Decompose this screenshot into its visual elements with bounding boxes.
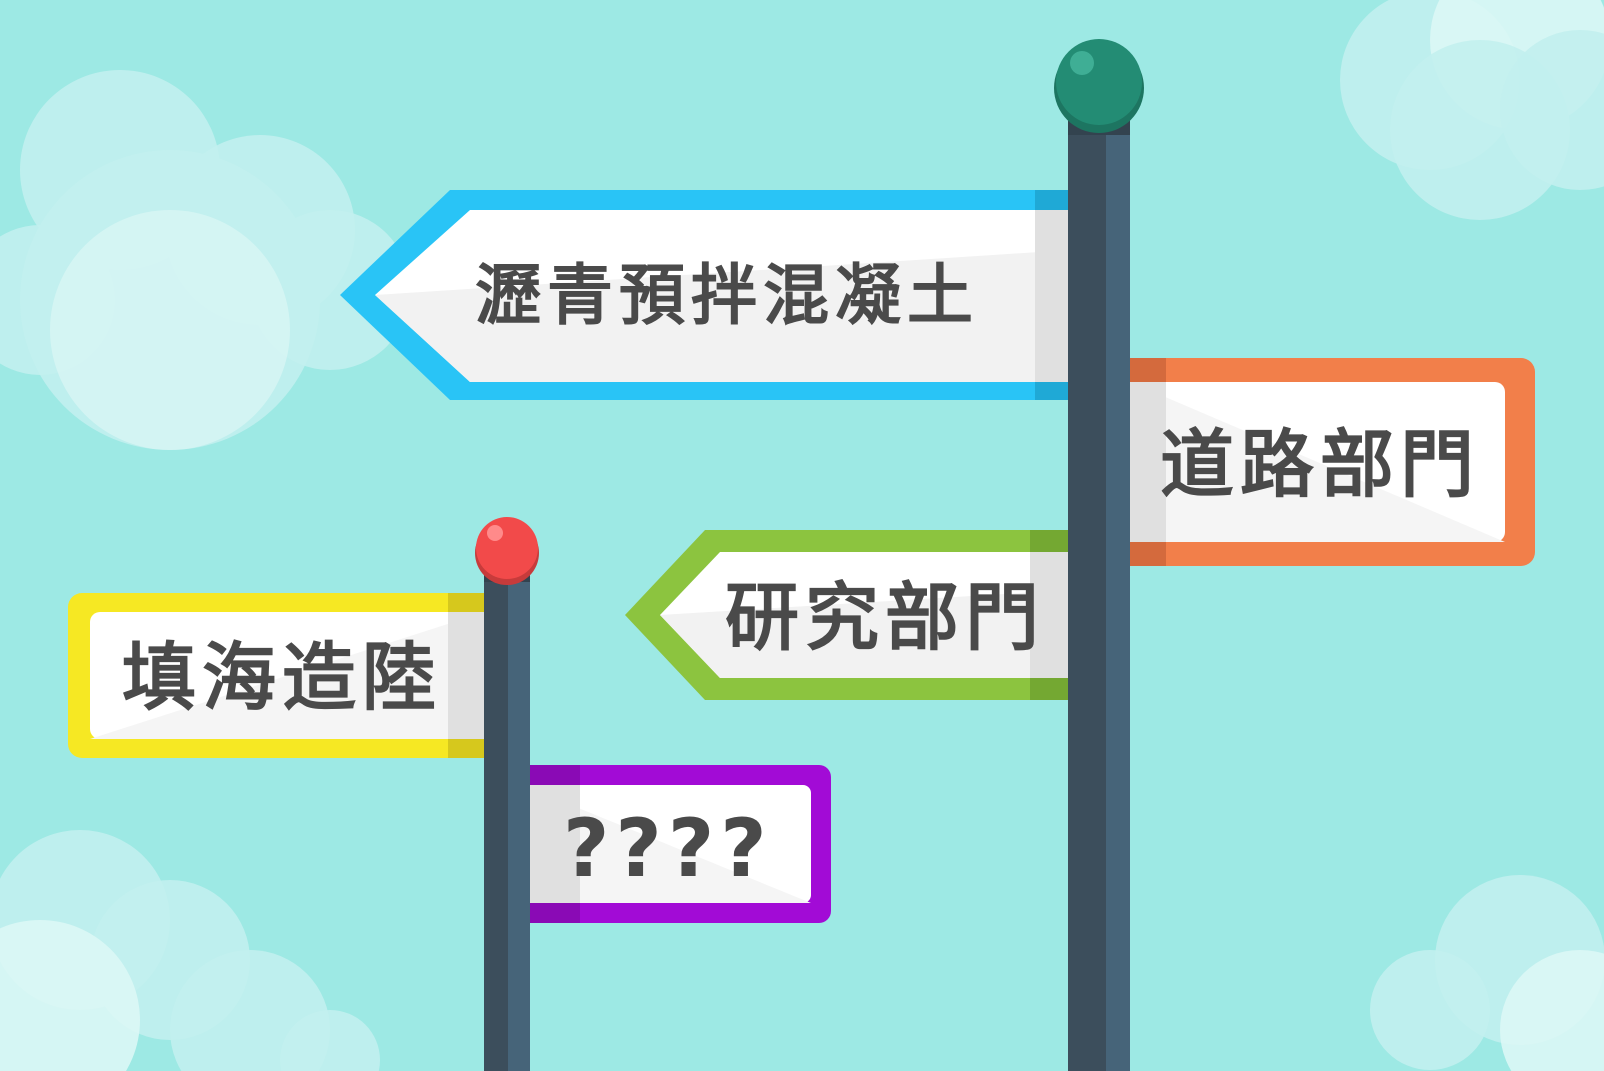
big-pole-cap: [1054, 39, 1144, 133]
sign-asphalt-label: 瀝青預拌混凝土: [475, 257, 979, 334]
sign-road-label: 道路部門: [1160, 422, 1480, 508]
sign-reclamation-label: 填海造陸: [122, 635, 442, 721]
cloud-bottom-right: [1370, 875, 1604, 1071]
cloud-top-right: [1340, 0, 1604, 220]
cloud-bottom-left: [0, 830, 380, 1071]
sign-research-label: 研究部門: [725, 575, 1045, 661]
small-pole: [484, 568, 530, 1071]
big-pole: [1068, 115, 1130, 1071]
sign-research[interactable]: 研究部門: [625, 530, 1070, 700]
sign-asphalt[interactable]: 瀝青預拌混凝土: [340, 190, 1070, 400]
sign-reclamation[interactable]: 填海造陸: [68, 593, 498, 758]
cloud-top-left: [0, 70, 410, 450]
sign-unknown[interactable]: ????: [505, 765, 831, 923]
sign-unknown-label: ????: [563, 802, 773, 895]
small-pole-cap: [475, 517, 539, 585]
sign-road[interactable]: 道路部門: [1120, 358, 1535, 566]
